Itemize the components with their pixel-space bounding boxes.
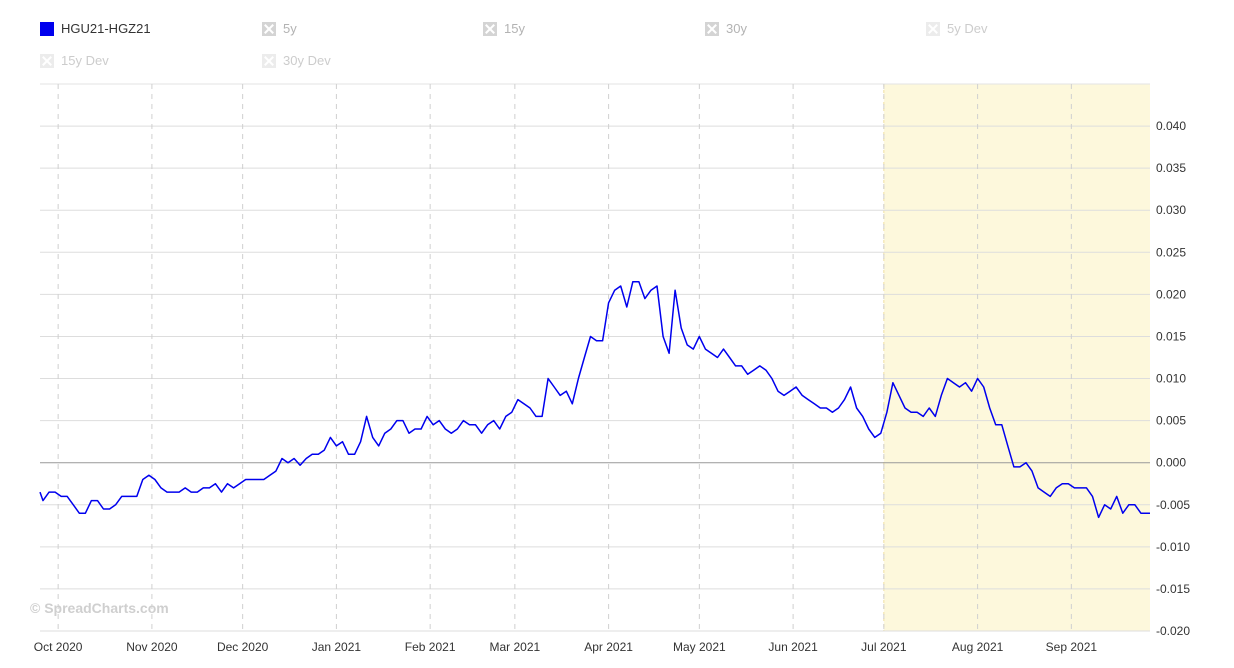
legend-label: 30y Dev xyxy=(283,53,331,68)
watermark-text: © SpreadCharts.com xyxy=(30,600,169,616)
x-tick-label: May 2021 xyxy=(673,640,726,654)
legend-label: 15y xyxy=(504,21,525,36)
y-tick-label: 0.010 xyxy=(1156,372,1186,386)
hidden-series-icon xyxy=(262,21,276,36)
hidden-series-icon xyxy=(483,21,497,36)
x-tick-label: Nov 2020 xyxy=(126,640,178,654)
y-tick-label: 0.035 xyxy=(1156,161,1186,175)
legend-label: 30y xyxy=(726,21,747,36)
hidden-series-icon xyxy=(705,21,719,36)
legend-item-30y-dev[interactable]: 30y Dev xyxy=(262,53,331,68)
y-tick-label: -0.010 xyxy=(1156,540,1190,554)
x-tick-label: Dec 2020 xyxy=(217,640,269,654)
x-tick-label: Mar 2021 xyxy=(489,640,540,654)
x-tick-label: Feb 2021 xyxy=(405,640,456,654)
highlight-region xyxy=(883,84,1150,631)
y-tick-label: 0.025 xyxy=(1156,245,1186,259)
legend-item-hgu21-hgz21[interactable]: HGU21-HGZ21 xyxy=(40,21,151,36)
y-tick-label: -0.005 xyxy=(1156,498,1190,512)
hidden-series-icon xyxy=(40,53,54,68)
y-tick-label: -0.020 xyxy=(1156,624,1190,638)
x-tick-label: Oct 2020 xyxy=(34,640,83,654)
y-tick-label: 0.000 xyxy=(1156,456,1186,470)
legend-label: 5y Dev xyxy=(947,21,988,36)
x-tick-label: Jan 2021 xyxy=(312,640,362,654)
y-tick-label: 0.020 xyxy=(1156,287,1186,301)
x-tick-label: Jun 2021 xyxy=(768,640,818,654)
hidden-series-icon xyxy=(262,53,276,68)
y-tick-label: -0.015 xyxy=(1156,582,1190,596)
legend-label: HGU21-HGZ21 xyxy=(61,21,151,36)
legend-label: 5y xyxy=(283,21,297,36)
x-tick-label: Apr 2021 xyxy=(584,640,633,654)
y-tick-label: 0.015 xyxy=(1156,329,1186,343)
y-tick-label: 0.040 xyxy=(1156,119,1186,133)
x-tick-label: Jul 2021 xyxy=(861,640,907,654)
legend-item-15y-dev[interactable]: 15y Dev xyxy=(40,53,109,68)
series-line-hgu21-hgz21 xyxy=(39,281,1150,519)
x-tick-label: Sep 2021 xyxy=(1046,640,1098,654)
legend-item-5y-dev[interactable]: 5y Dev xyxy=(926,21,987,36)
legend-item-15y[interactable]: 15y xyxy=(483,21,525,36)
legend-item-5y[interactable]: 5y xyxy=(262,21,297,36)
y-tick-label: 0.030 xyxy=(1156,203,1186,217)
legend-label: 15y Dev xyxy=(61,53,109,68)
x-tick-label: Aug 2021 xyxy=(952,640,1004,654)
y-tick-label: 0.005 xyxy=(1156,414,1186,428)
legend-swatch-hgu21-hgz21 xyxy=(40,21,54,36)
hidden-series-icon xyxy=(926,21,940,36)
legend-item-30y[interactable]: 30y xyxy=(705,21,747,36)
